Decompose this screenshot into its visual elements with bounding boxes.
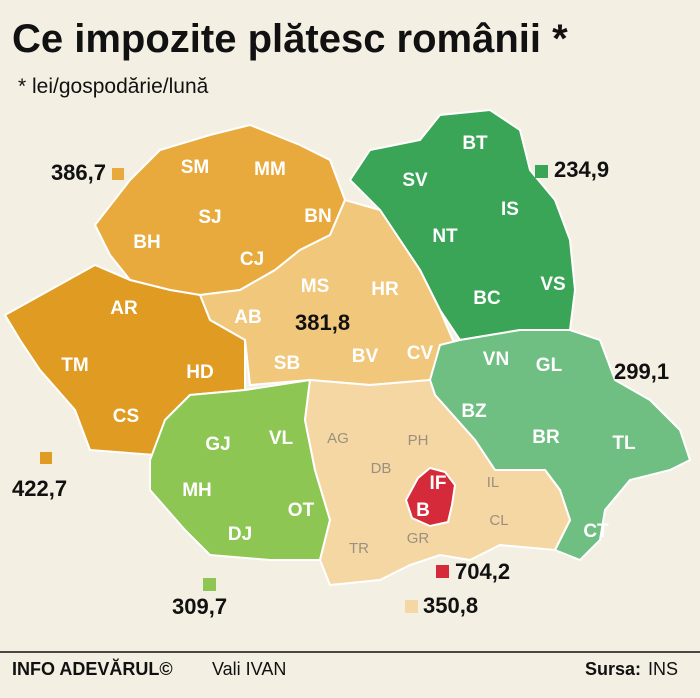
county-label: B: [416, 500, 430, 521]
legend-swatch: [40, 452, 52, 464]
county-label: BC: [473, 288, 501, 309]
subtitle: * lei/gospodărie/lună: [18, 75, 209, 98]
legend-swatch: [203, 578, 216, 591]
county-label: CS: [113, 406, 139, 427]
county-label: NT: [432, 226, 458, 247]
county-labels: SM MM SJ BN BH CJ MS HR AB SB BV CV BT S…: [61, 133, 636, 557]
region-value: 234,9: [554, 157, 609, 182]
county-label: IS: [501, 199, 519, 220]
county-label: CT: [583, 521, 609, 542]
map: [3, 108, 692, 587]
region-bucuresti-ilfov: [404, 466, 457, 528]
county-label: BT: [462, 133, 488, 154]
county-label: HR: [371, 279, 399, 300]
county-label: BH: [133, 232, 160, 253]
region-value: 381,8: [295, 310, 350, 335]
county-label: SJ: [198, 207, 221, 228]
region-centru: [198, 198, 457, 387]
region-value: 350,8: [423, 593, 478, 618]
county-label: DJ: [228, 524, 252, 545]
county-label: BR: [532, 427, 560, 448]
region-value: 386,7: [51, 160, 106, 185]
county-label: CL: [489, 512, 508, 529]
county-label: CJ: [240, 249, 264, 270]
legend-swatch: [405, 600, 418, 613]
county-label: TR: [349, 540, 369, 557]
county-label: VS: [540, 274, 565, 295]
county-label: AR: [110, 298, 138, 319]
county-label: GR: [407, 530, 430, 547]
county-label: SM: [181, 157, 210, 178]
county-label: MM: [254, 159, 286, 180]
footer-source-label: Sursa:: [585, 659, 641, 679]
county-label: VN: [483, 349, 509, 370]
footer-source: INS: [648, 659, 678, 679]
legend-swatch: [436, 565, 449, 578]
county-label: VL: [269, 428, 294, 449]
footer-brand: INFO ADEVĂRUL©: [12, 658, 173, 679]
county-label: MS: [301, 276, 330, 297]
county-label: TM: [61, 355, 88, 376]
footer-author: Vali IVAN: [212, 659, 286, 679]
county-label: PH: [408, 432, 429, 449]
region-value: 299,1: [614, 359, 669, 384]
county-label: GJ: [205, 434, 230, 455]
legend-swatch: [535, 165, 548, 178]
county-label: IF: [430, 473, 447, 494]
county-label: DB: [371, 460, 392, 477]
county-label: BN: [304, 206, 331, 227]
legend-swatch: [112, 168, 124, 180]
legend-swatch: [595, 366, 608, 379]
county-label: TL: [612, 433, 636, 454]
county-label: CV: [407, 343, 434, 364]
region-value: 704,2: [455, 559, 510, 584]
region-value: 309,7: [172, 594, 227, 619]
county-label: GL: [536, 355, 563, 376]
county-label: SB: [274, 353, 300, 374]
county-label: SV: [402, 170, 428, 191]
county-label: BZ: [461, 401, 487, 422]
county-label: OT: [288, 500, 315, 521]
title: Ce impozite plătesc românii *: [12, 17, 568, 61]
county-label: BV: [352, 346, 379, 367]
county-label: AB: [234, 307, 261, 328]
value-labels: 386,7 381,8 234,9 299,1 422,7 309,7 350,…: [12, 157, 669, 619]
county-label: HD: [186, 362, 213, 383]
county-label: AG: [327, 430, 349, 447]
region-value: 422,7: [12, 476, 67, 501]
county-label: IL: [487, 474, 500, 491]
county-label: MH: [182, 480, 212, 501]
